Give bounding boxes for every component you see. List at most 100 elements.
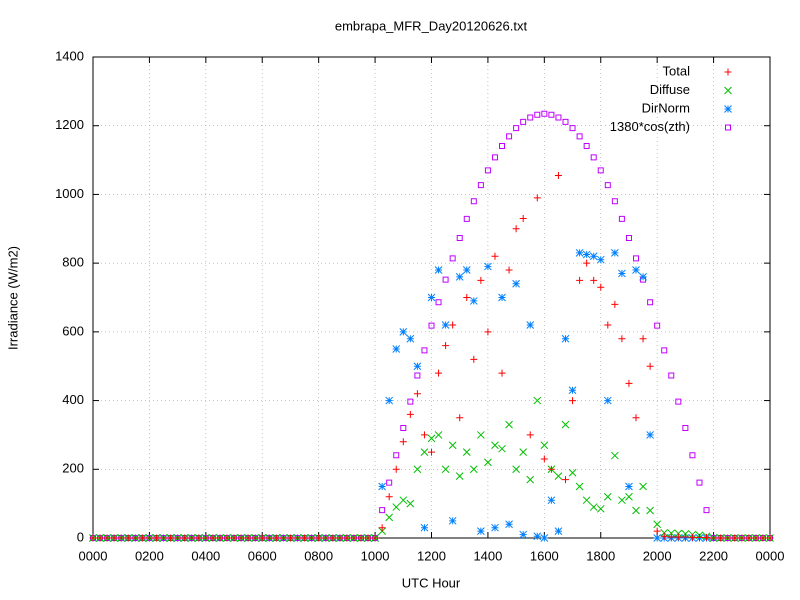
point xyxy=(646,362,654,370)
point xyxy=(589,252,598,261)
x-axis-label: UTC Hour xyxy=(402,575,461,590)
point xyxy=(759,534,767,542)
point xyxy=(520,118,527,125)
point xyxy=(597,167,604,174)
point xyxy=(611,198,618,205)
point xyxy=(639,335,647,343)
point xyxy=(654,322,661,329)
point xyxy=(541,110,548,117)
point xyxy=(427,434,436,443)
point xyxy=(265,534,273,542)
point xyxy=(413,390,421,398)
point xyxy=(216,534,224,542)
point xyxy=(322,534,330,542)
point xyxy=(399,496,408,505)
point xyxy=(484,167,491,174)
point xyxy=(554,472,563,481)
point xyxy=(596,504,605,513)
point xyxy=(462,266,471,274)
point xyxy=(611,300,619,308)
point xyxy=(618,269,626,278)
point xyxy=(463,215,470,222)
point xyxy=(527,114,534,121)
point xyxy=(392,503,401,511)
point xyxy=(484,262,492,271)
point xyxy=(632,266,640,274)
point xyxy=(462,448,471,456)
point xyxy=(540,455,548,463)
point xyxy=(469,297,478,305)
point xyxy=(294,534,302,542)
point xyxy=(547,496,556,505)
point xyxy=(103,534,111,542)
point xyxy=(667,529,676,538)
point xyxy=(378,524,386,532)
point xyxy=(484,458,492,467)
point xyxy=(519,214,527,222)
point xyxy=(413,362,422,371)
point xyxy=(434,431,443,439)
point xyxy=(703,507,710,514)
point xyxy=(696,479,703,486)
point xyxy=(463,294,471,301)
point xyxy=(131,534,139,542)
point xyxy=(540,441,549,450)
point xyxy=(674,533,682,541)
point xyxy=(230,534,238,542)
plot-frame xyxy=(92,56,771,539)
point xyxy=(555,114,562,121)
point xyxy=(237,534,245,542)
point xyxy=(562,118,569,125)
point xyxy=(540,534,549,542)
point xyxy=(386,479,393,486)
point xyxy=(138,534,146,542)
point xyxy=(427,293,436,302)
point xyxy=(603,396,612,405)
point xyxy=(251,534,259,542)
point xyxy=(731,534,739,542)
point xyxy=(188,534,196,542)
point xyxy=(576,133,583,140)
point xyxy=(561,334,570,343)
x-tick-label: 0000 xyxy=(79,548,108,563)
point xyxy=(647,299,654,306)
point xyxy=(124,534,132,542)
point xyxy=(491,154,498,161)
point xyxy=(441,465,450,474)
point xyxy=(618,496,626,505)
point xyxy=(498,369,506,377)
point xyxy=(448,516,457,525)
point xyxy=(660,532,668,540)
point xyxy=(752,534,760,542)
point xyxy=(350,534,358,542)
y-tick-label: 600 xyxy=(62,323,84,338)
point xyxy=(604,321,612,329)
point xyxy=(393,452,400,459)
point xyxy=(703,533,711,541)
point xyxy=(413,465,422,474)
point xyxy=(766,534,774,542)
point xyxy=(455,273,464,281)
point xyxy=(499,142,506,149)
point xyxy=(145,534,153,542)
point xyxy=(392,345,401,353)
point xyxy=(223,534,231,542)
point xyxy=(414,372,421,379)
chart-title: embrapa_MFR_Day20120626.txt xyxy=(335,18,528,33)
point xyxy=(448,441,457,450)
y-tick-label: 800 xyxy=(62,255,84,270)
point xyxy=(407,398,414,405)
point xyxy=(110,534,118,542)
point xyxy=(420,448,429,456)
point xyxy=(618,215,625,222)
point xyxy=(456,414,464,422)
point xyxy=(603,492,612,501)
point xyxy=(506,133,513,140)
point xyxy=(167,534,175,542)
point xyxy=(89,534,97,542)
point xyxy=(406,334,415,343)
point xyxy=(547,465,555,473)
point xyxy=(477,182,484,189)
